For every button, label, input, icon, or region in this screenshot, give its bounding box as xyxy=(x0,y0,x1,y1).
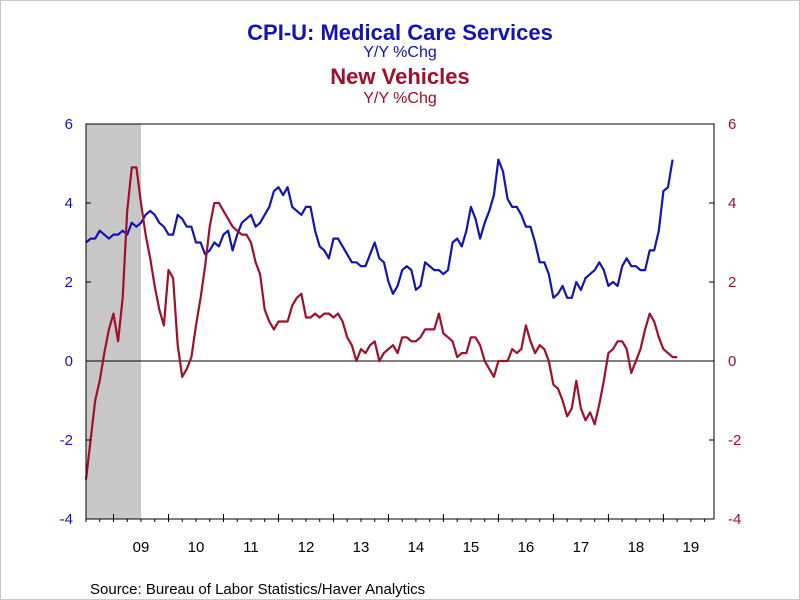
x-tick-label: 15 xyxy=(463,539,480,556)
plot-area: -4 -2 0 2 4 6 -4 -2 0 2 4 6 09 10 11 12 13 14 15 16 17 18 19 xyxy=(60,116,742,556)
x-tick-label: 11 xyxy=(243,539,259,556)
x-tick-label: 10 xyxy=(188,539,205,556)
series-line-2 xyxy=(84,166,678,480)
x-tick-label: 12 xyxy=(298,539,315,556)
y-right-tick-label: -4 xyxy=(728,511,741,528)
y-left-tick-label: 0 xyxy=(65,353,73,370)
recession-shade xyxy=(86,124,141,519)
y-right-tick-label: 6 xyxy=(728,116,736,133)
y-right-tick-label: 4 xyxy=(728,195,736,212)
chart-subtitle-2: Y/Y %Chg xyxy=(363,90,437,107)
y-left-tick-label: 4 xyxy=(65,195,73,212)
x-tick-label: 16 xyxy=(518,539,535,556)
y-left-tick-label: 6 xyxy=(65,116,73,133)
plot-border xyxy=(85,123,715,520)
y-right-tick-label: 0 xyxy=(728,353,736,370)
y-right-tick-label: -2 xyxy=(728,432,741,449)
series-line-1 xyxy=(85,158,674,299)
x-tick-label: 19 xyxy=(683,539,700,556)
y-left-tick-label: 2 xyxy=(65,274,73,291)
x-tick-label: 17 xyxy=(573,539,590,556)
y-left-tick-label: -4 xyxy=(60,511,73,528)
source-note: Source: Bureau of Labor Statistics/Haver… xyxy=(90,581,425,598)
x-tick-label: 13 xyxy=(353,539,370,556)
chart-subtitle-1: Y/Y %Chg xyxy=(363,44,437,61)
chart-title-1: CPI-U: Medical Care Services xyxy=(247,20,553,45)
chart-title-2: New Vehicles xyxy=(330,64,469,89)
x-tick-label: 18 xyxy=(628,539,645,556)
x-tick-label: 09 xyxy=(133,539,150,556)
y-left-tick-label: -2 xyxy=(60,432,73,449)
x-tick-label: 14 xyxy=(408,539,425,556)
y-right-tick-label: 2 xyxy=(728,274,736,291)
